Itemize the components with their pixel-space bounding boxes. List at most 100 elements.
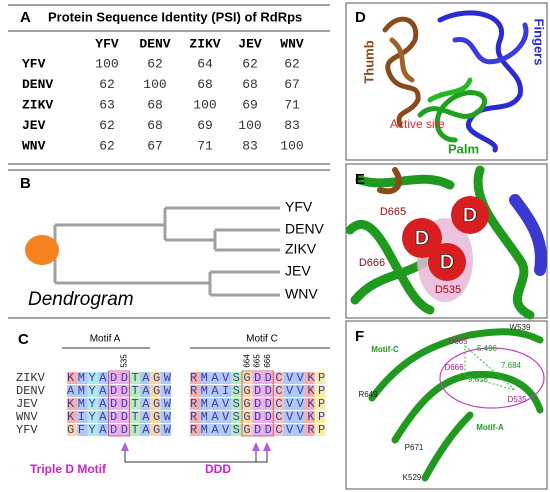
residue-bg	[314, 385, 326, 397]
residue-label: D666	[359, 257, 385, 269]
sequence: RMAVSGDDCVVRP	[190, 423, 325, 437]
leaf-label: WNV	[285, 286, 318, 302]
sphere-label: D	[415, 227, 429, 249]
panel-label: F	[355, 328, 364, 345]
residue-bg	[210, 424, 222, 436]
thumb-ribbon	[382, 16, 421, 128]
cell: 68	[147, 97, 163, 112]
residue-bg	[294, 398, 305, 410]
motif-caption: DDD	[205, 462, 231, 476]
residue-bg	[200, 424, 211, 436]
leaf-label: JEV	[285, 263, 311, 279]
cell: 100	[280, 138, 303, 153]
residue-bg	[139, 411, 151, 423]
residue-bg	[262, 372, 274, 384]
bracket	[124, 451, 268, 463]
residue-bg	[190, 424, 201, 436]
residue-bg	[87, 385, 99, 397]
residue-bg	[160, 372, 171, 384]
cell: 83	[242, 138, 258, 153]
column-header: JEV	[238, 36, 262, 51]
residue-bg	[108, 372, 119, 384]
sphere	[402, 218, 442, 258]
cell: 100	[95, 56, 118, 71]
sequence-name: WNV	[16, 410, 38, 424]
residue-bg	[67, 372, 78, 384]
marker	[263, 442, 271, 451]
sequence: RMAISGDDCVVKP	[190, 384, 325, 398]
panel-frame	[345, 2, 548, 161]
residue-label: D535	[507, 395, 527, 404]
cell: 69	[197, 118, 213, 133]
residue-bg	[210, 398, 222, 410]
sequence: RMAVSGDDCVVKP	[190, 410, 325, 424]
residue-bg	[283, 372, 294, 384]
residue-bg	[242, 385, 253, 397]
motif-label: Motif C	[246, 334, 278, 345]
position-label: 665	[253, 354, 262, 368]
structure-e	[345, 165, 547, 320]
ribbon	[377, 167, 402, 195]
residue-bg	[231, 385, 242, 397]
residue-bg	[139, 424, 151, 436]
residue-bg	[77, 398, 88, 410]
ribbon	[345, 165, 535, 320]
residue-label: D535	[435, 284, 461, 296]
column-header: YFV	[95, 36, 119, 51]
motif-box	[108, 370, 130, 437]
residue-bg	[160, 398, 171, 410]
residue-label: D665	[380, 206, 406, 218]
residue-bg	[304, 424, 315, 436]
residue-bg	[200, 372, 211, 384]
residue-bg	[252, 424, 263, 436]
residue-bg	[304, 372, 315, 384]
cell: 64	[197, 56, 213, 71]
residue-bg	[108, 385, 119, 397]
ribbon	[391, 370, 544, 444]
residue-bg	[190, 372, 201, 384]
cell: 67	[147, 138, 163, 153]
residue-bg	[231, 424, 242, 436]
residue-bg	[242, 372, 253, 384]
residue-bg	[67, 398, 78, 410]
residue-bg	[119, 372, 130, 384]
residue-bg	[273, 372, 284, 384]
residue-bg	[262, 398, 274, 410]
residue-bg	[231, 372, 242, 384]
panel-label: B	[20, 175, 31, 192]
residue-bg	[273, 424, 284, 436]
cell: 62	[147, 56, 163, 71]
leaf-label: DENV	[285, 221, 325, 237]
residue-bg	[283, 385, 294, 397]
row-header: YFV	[22, 56, 46, 71]
residue-bg	[108, 411, 119, 423]
residue-bg	[87, 398, 99, 410]
cell: 100	[143, 77, 166, 92]
structure-d	[382, 10, 529, 153]
residue-bg	[129, 424, 140, 436]
leaf-label: ZIKV	[285, 241, 317, 257]
residue-bg	[294, 424, 305, 436]
residue-bg	[200, 385, 211, 397]
residue-bg	[98, 385, 109, 397]
residue-bg	[262, 385, 274, 397]
domain-label: Palm	[448, 141, 479, 156]
panel-title: Protein Sequence Identity (PSI) of RdRps	[48, 9, 302, 24]
residue-bg	[67, 424, 78, 436]
cell: 62	[99, 138, 115, 153]
residue-bg	[221, 424, 232, 436]
residue-bg	[129, 372, 140, 384]
sequence-name: JEV	[16, 397, 38, 411]
residue-bg	[273, 398, 284, 410]
residue-bg	[252, 398, 263, 410]
cell: 63	[99, 97, 115, 112]
residue-bg	[150, 385, 161, 397]
residue-bg	[77, 411, 88, 423]
residue-bg	[314, 411, 326, 423]
residue-bg	[221, 398, 232, 410]
residue-bg	[190, 411, 201, 423]
cell: 68	[147, 118, 163, 133]
